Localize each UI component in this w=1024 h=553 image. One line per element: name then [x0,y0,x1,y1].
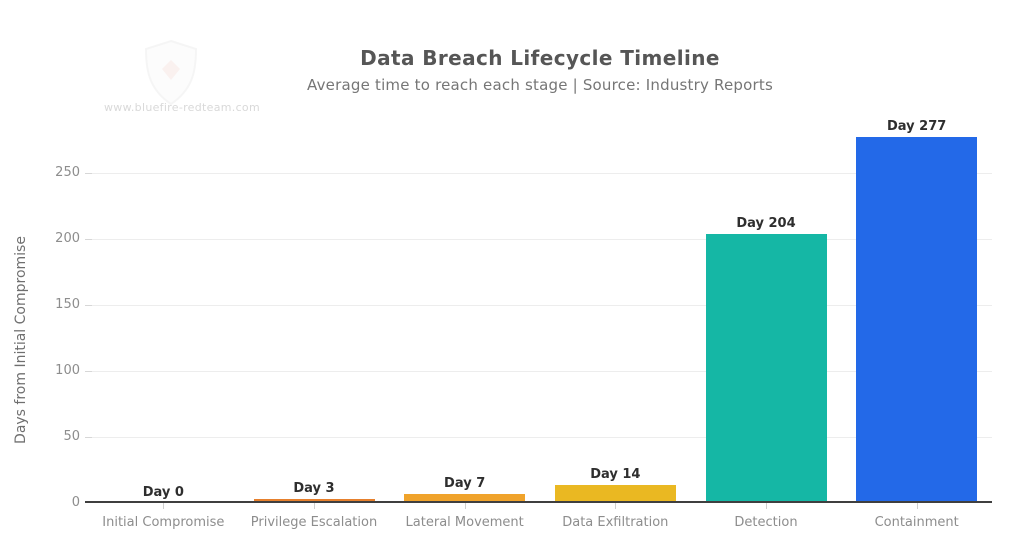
bar-value-label: Day 7 [444,476,486,491]
y-tick [85,304,92,306]
chart-subtitle: Average time to reach each stage | Sourc… [307,76,773,94]
y-tick [85,238,92,240]
y-tick-label: 150 [55,297,80,312]
y-axis-title: Days from Initial Compromise [13,236,29,444]
x-tick-label: Initial Compromise [102,515,225,530]
bar-value-label: Day 3 [293,481,335,496]
bar-lateral-movement [404,494,526,503]
chart-title: Data Breach Lifecycle Timeline [360,46,720,70]
gridline [88,238,992,240]
x-tick [766,503,767,509]
x-tick-label: Lateral Movement [405,515,524,530]
y-tick-label: 200 [55,231,80,246]
x-tick [314,503,315,509]
gridline [88,172,992,174]
y-tick-label: 50 [63,429,80,444]
x-tick [615,503,617,509]
gridline [88,436,992,438]
bar-value-label: Day 204 [736,216,796,231]
bar-data-exfiltration [554,485,676,503]
gridline [88,304,992,306]
x-tick-label: Containment [874,515,959,530]
bar-value-label: Day 0 [142,485,184,500]
x-tick-label: Detection [734,515,798,530]
y-tick-label: 100 [55,363,80,378]
bar-containment [856,137,978,503]
bar-detection [705,234,827,503]
y-tick [85,436,92,438]
y-tick-label: 250 [55,165,80,180]
x-tick-label: Privilege Escalation [250,515,378,530]
x-tick [464,503,466,509]
x-tick [163,503,165,509]
x-tick [916,503,918,509]
gridline [88,370,992,372]
y-tick [85,370,92,372]
shield-icon [140,38,202,112]
x-tick-label: Data Exfiltration [562,515,669,530]
x-axis-line [85,501,992,503]
watermark-url: www.bluefire-redteam.com [104,101,260,114]
y-tick [85,172,92,174]
y-tick-label: 0 [71,495,80,510]
bar-value-label: Day 277 [887,119,947,134]
bar-value-label: Day 14 [590,467,641,482]
